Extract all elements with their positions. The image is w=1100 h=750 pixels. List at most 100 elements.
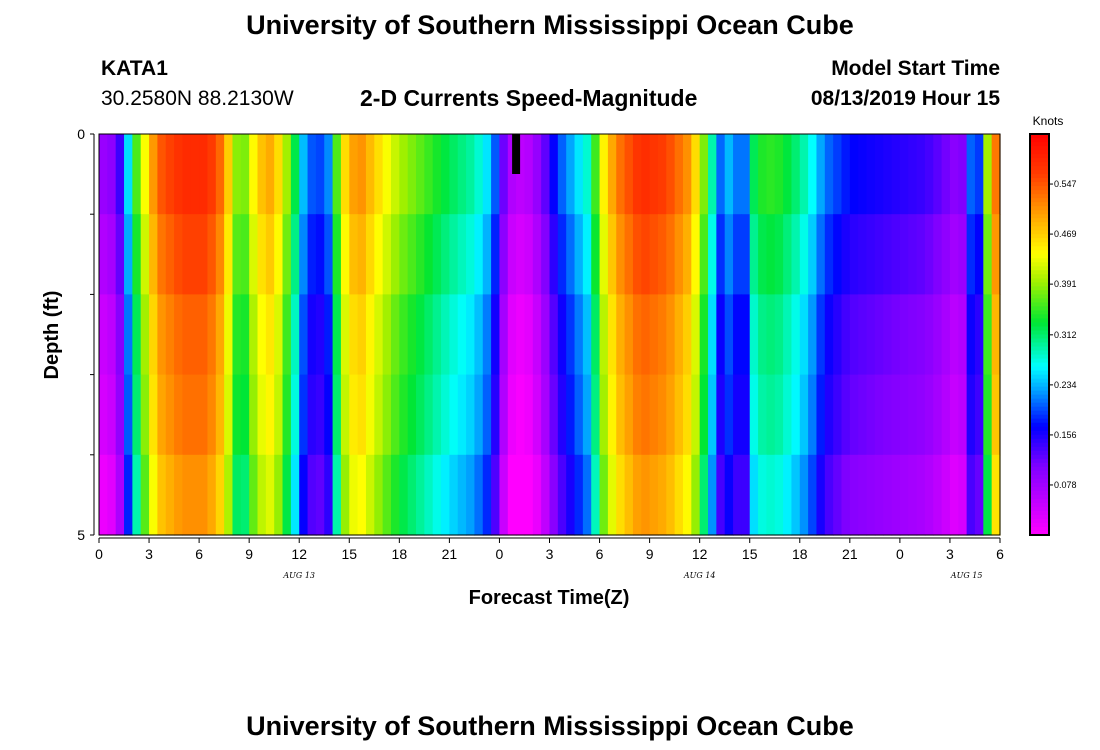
heatmap-cell bbox=[883, 134, 893, 215]
heatmap-cell bbox=[124, 454, 133, 536]
heatmap-cell bbox=[557, 134, 567, 215]
heatmap-cell bbox=[599, 294, 609, 376]
heatmap-cell bbox=[841, 454, 851, 536]
heatmap-cell bbox=[416, 454, 425, 536]
colorbar-segment bbox=[1030, 322, 1049, 327]
heatmap-cell bbox=[99, 134, 108, 215]
heatmap-cell bbox=[699, 214, 709, 295]
heatmap-cell bbox=[107, 134, 117, 215]
heatmap-cell bbox=[699, 374, 709, 456]
colorbar-segment bbox=[1030, 366, 1049, 372]
heatmap-cell bbox=[215, 454, 225, 536]
heatmap-cell bbox=[466, 134, 476, 215]
heatmap-cell bbox=[616, 454, 626, 536]
colorbar-segment bbox=[1030, 502, 1049, 508]
heatmap-cell bbox=[749, 454, 759, 536]
heatmap-cell bbox=[607, 374, 617, 456]
heatmap-cell bbox=[307, 214, 317, 295]
heatmap-cell bbox=[716, 134, 726, 215]
heatmap-cell bbox=[549, 134, 559, 215]
heatmap-cell bbox=[482, 374, 492, 456]
x-tick-label: 9 bbox=[646, 546, 654, 562]
colorbar-segment bbox=[1030, 426, 1049, 432]
colorbar-segment bbox=[1030, 150, 1049, 155]
heatmap-cell bbox=[824, 134, 834, 215]
heatmap-cell bbox=[324, 134, 334, 215]
colorbar: Knots 0.547 0.469 0.391 0.312 0.234 0.156 0.078 bbox=[1029, 114, 1077, 536]
heatmap-cell bbox=[132, 374, 142, 456]
heatmap-cell bbox=[699, 454, 709, 536]
colorbar-segment bbox=[1030, 370, 1049, 376]
heatmap-cell bbox=[182, 454, 192, 536]
heatmap-cell bbox=[616, 294, 626, 376]
colorbar-segment bbox=[1030, 362, 1049, 368]
heatmap-cell bbox=[833, 374, 843, 456]
heatmap-cell bbox=[949, 134, 959, 215]
heatmap-cell bbox=[741, 374, 751, 456]
heatmap-cell bbox=[641, 374, 651, 456]
heatmap-cell bbox=[716, 374, 726, 456]
x-axis-label: Forecast Time(Z) bbox=[469, 587, 630, 609]
colorbar-segment bbox=[1030, 466, 1049, 472]
heatmap-cell bbox=[758, 134, 767, 215]
heatmap-cell bbox=[799, 214, 809, 295]
colorbar-segment bbox=[1030, 330, 1049, 335]
heatmap-cell bbox=[357, 214, 367, 295]
heatmap-cell bbox=[758, 454, 767, 536]
heatmap-cell bbox=[482, 294, 492, 376]
heatmap-cell bbox=[315, 454, 325, 536]
heatmap-cell bbox=[766, 454, 776, 536]
heatmap-cell bbox=[516, 294, 526, 376]
page-title: University of Southern Mississippi Ocean… bbox=[246, 10, 854, 40]
date-label: AUG 13 bbox=[282, 571, 315, 580]
date-label: AUG 14 bbox=[683, 571, 716, 580]
heatmap-cell bbox=[182, 294, 192, 376]
x-tick-label: 0 bbox=[95, 546, 103, 562]
heatmap-cell bbox=[507, 454, 517, 536]
heatmap-cell bbox=[566, 454, 576, 536]
colorbar-segment bbox=[1030, 358, 1049, 364]
heatmap-cell bbox=[841, 134, 851, 215]
colorbar-tick-label: 0.547 bbox=[1054, 179, 1077, 189]
heatmap-cell bbox=[599, 374, 609, 456]
heatmap-cell bbox=[808, 134, 818, 215]
heatmap-cell bbox=[899, 454, 909, 536]
chart-subtitle: 2-D Currents Speed-Magnitude bbox=[360, 85, 698, 111]
heatmap-cell bbox=[390, 134, 400, 215]
heatmap-cell bbox=[449, 294, 459, 376]
heatmap-cell bbox=[491, 374, 501, 456]
heatmap-cell bbox=[99, 454, 108, 536]
heatmap-cell bbox=[149, 294, 158, 376]
heatmap-cell bbox=[466, 374, 476, 456]
heatmap-cell bbox=[657, 374, 667, 456]
heatmap-cell bbox=[140, 214, 150, 295]
heatmap-cell bbox=[799, 374, 809, 456]
heatmap-cell bbox=[983, 134, 993, 215]
heatmap-cell bbox=[524, 454, 534, 536]
heatmap-cell bbox=[149, 214, 158, 295]
heatmap-cell bbox=[816, 134, 826, 215]
heatmap-cell bbox=[974, 374, 984, 456]
colorbar-segment bbox=[1030, 274, 1049, 279]
heatmap-cell bbox=[299, 374, 309, 456]
heatmap-cell bbox=[841, 214, 851, 295]
heatmap-cell bbox=[966, 374, 976, 456]
heatmap-cell bbox=[365, 374, 375, 456]
heatmap-cell bbox=[908, 374, 918, 456]
heatmap-cell bbox=[249, 294, 259, 376]
heatmap-cell bbox=[499, 134, 509, 215]
colorbar-segment bbox=[1030, 238, 1049, 243]
heatmap-cell bbox=[541, 374, 551, 456]
heatmap-cell bbox=[674, 294, 684, 376]
heatmap-cell bbox=[582, 134, 592, 215]
heatmap-cell bbox=[624, 374, 634, 456]
heatmap-cell bbox=[958, 294, 968, 376]
heatmap-cell bbox=[641, 214, 651, 295]
colorbar-segment bbox=[1030, 310, 1049, 315]
heatmap-cell bbox=[724, 294, 734, 376]
heatmap-cell bbox=[774, 294, 784, 376]
heatmap-cell bbox=[299, 454, 309, 536]
heatmap-cell bbox=[174, 294, 184, 376]
colorbar-segment bbox=[1030, 234, 1049, 239]
heatmap-cell bbox=[891, 214, 901, 295]
